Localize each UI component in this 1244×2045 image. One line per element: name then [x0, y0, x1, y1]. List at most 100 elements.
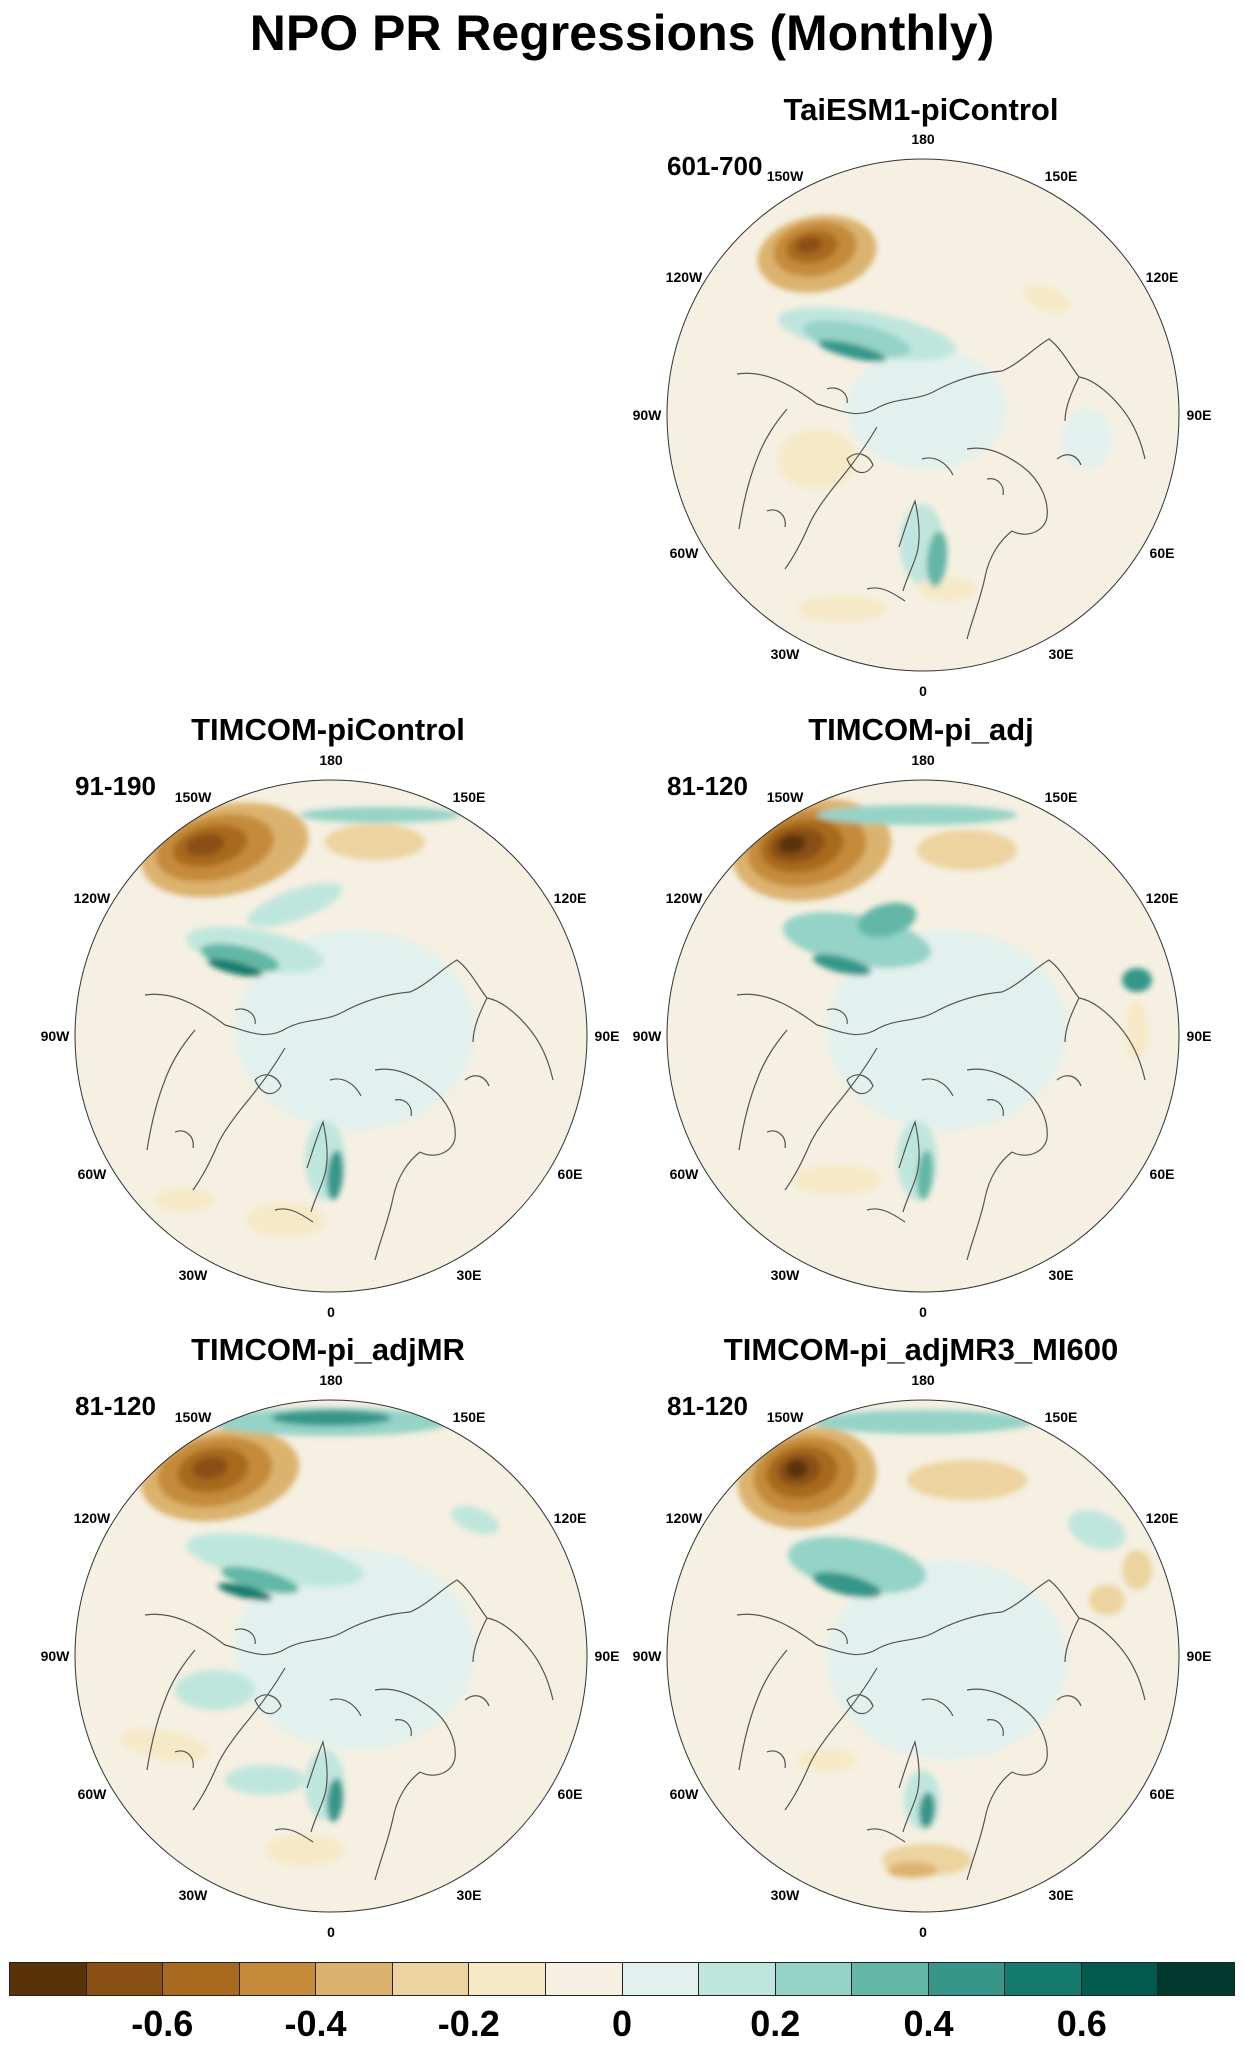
longitude-label: 90E: [594, 1028, 620, 1044]
longitude-label: 30W: [770, 1887, 800, 1904]
colorbar-swatch: #ecd39f: [392, 1963, 470, 1995]
colorbar-swatch: #bfe6dd: [699, 1963, 776, 1995]
longitude-label: 60E: [1149, 1786, 1175, 1802]
longitude-label: 150W: [766, 788, 804, 805]
longitude-label: 90E: [1186, 1028, 1212, 1044]
polar-map: [666, 779, 1180, 1293]
longitude-label: 60W: [77, 1786, 107, 1802]
colorbar-swatch: #dcb36e: [316, 1963, 393, 1995]
longitude-label: 120E: [553, 1510, 587, 1526]
longitude-label: 60E: [1149, 1166, 1175, 1182]
longitude-label: 180: [911, 1372, 935, 1388]
polar-map: [74, 779, 588, 1293]
colorbar-tick-label: 0.6: [1056, 2003, 1107, 2044]
longitude-label: 90W: [632, 407, 662, 423]
colorbar-swatch: #36968a: [928, 1963, 1006, 1995]
colorbar-swatch: #94d3c6: [775, 1963, 853, 1995]
longitude-label: 120W: [665, 1510, 703, 1526]
panel-title: TIMCOM-pi_adj: [808, 712, 1034, 747]
longitude-label: 60W: [77, 1166, 107, 1182]
longitude-label: 120W: [665, 890, 703, 906]
colorbar-swatch: #c58b3a: [239, 1963, 317, 1995]
longitude-label: 150E: [1044, 167, 1078, 184]
longitude-label: 150W: [766, 167, 804, 184]
panel-title: TaiESM1-piControl: [783, 92, 1059, 127]
longitude-label: 150E: [452, 788, 486, 805]
panel-period: 81-120: [667, 1391, 748, 1421]
longitude-label: 60E: [1149, 545, 1175, 561]
panel-period: 81-120: [667, 771, 748, 801]
longitude-label: 180: [911, 752, 935, 768]
longitude-label: 150W: [174, 1408, 212, 1425]
longitude-label: 0: [919, 683, 927, 699]
colorbar-tick-label: 0.4: [903, 2003, 954, 2044]
longitude-label: 120E: [1145, 1510, 1179, 1526]
longitude-label: 120E: [553, 890, 587, 906]
longitude-label: 30E: [456, 1887, 482, 1904]
longitude-label: 30E: [456, 1267, 482, 1284]
polar-map: [666, 158, 1180, 672]
polar-map: [74, 1399, 588, 1913]
colorbar-swatch: #01392f: [1158, 1963, 1234, 1995]
longitude-label: 30E: [1048, 1887, 1074, 1904]
longitude-label: 180: [911, 131, 935, 147]
longitude-label: 90W: [40, 1028, 70, 1044]
longitude-label: 60W: [669, 1166, 699, 1182]
longitude-label: 180: [319, 752, 343, 768]
colorbar-swatch: #8a4f12: [86, 1963, 164, 1995]
longitude-label: 0: [919, 1924, 927, 1940]
colorbar-swatch: #e2f1ee: [622, 1963, 700, 1995]
longitude-label: 150W: [174, 788, 212, 805]
longitude-label: 90W: [632, 1028, 662, 1044]
panel-period: 601-700: [667, 151, 763, 181]
colorbar-swatch: #5a3208: [10, 1963, 87, 1995]
longitude-label: 90W: [40, 1648, 70, 1664]
polar-map: [666, 1399, 1180, 1913]
longitude-label: 90E: [594, 1648, 620, 1664]
longitude-label: 120W: [665, 269, 703, 285]
longitude-label: 150E: [452, 1408, 486, 1425]
longitude-label: 0: [919, 1304, 927, 1320]
longitude-label: 90E: [1186, 1648, 1212, 1664]
colorbar: #5a3208#8a4f12#a86a1f#c58b3a#dcb36e#ecd3…: [9, 1962, 1235, 1996]
panel-title: TIMCOM-piControl: [191, 712, 465, 747]
longitude-label: 150E: [1044, 788, 1078, 805]
colorbar-swatch: #a86a1f: [163, 1963, 240, 1995]
longitude-label: 30W: [770, 1267, 800, 1284]
colorbar-tick-label: -0.2: [437, 2003, 500, 2044]
longitude-label: 30W: [178, 1267, 208, 1284]
colorbar-tick-label: -0.4: [284, 2003, 347, 2044]
longitude-label: 0: [327, 1924, 335, 1940]
panel-title: TIMCOM-pi_adjMR: [191, 1332, 465, 1367]
longitude-label: 0: [327, 1304, 335, 1320]
longitude-label: 30E: [1048, 1267, 1074, 1284]
colorbar-swatch: #035a4e: [1081, 1963, 1159, 1995]
longitude-label: 60E: [557, 1166, 583, 1182]
longitude-label: 150W: [766, 1408, 804, 1425]
longitude-label: 120W: [73, 890, 111, 906]
longitude-label: 60E: [557, 1786, 583, 1802]
longitude-label: 60W: [669, 545, 699, 561]
longitude-label: 120W: [73, 1510, 111, 1526]
figure-title: NPO PR Regressions (Monthly): [249, 5, 995, 61]
longitude-label: 90E: [1186, 407, 1212, 423]
longitude-label: 30W: [770, 646, 800, 663]
longitude-label: 150E: [1044, 1408, 1078, 1425]
panel-period: 81-120: [75, 1391, 156, 1421]
panel-period: 91-190: [75, 771, 156, 801]
longitude-label: 30E: [1048, 646, 1074, 663]
colorbar-swatch: #62b7a6: [852, 1963, 929, 1995]
longitude-label: 120E: [1145, 890, 1179, 906]
colorbar-swatch: #f6e9c8: [469, 1963, 546, 1995]
colorbar-swatch: #137a6d: [1005, 1963, 1082, 1995]
longitude-label: 120E: [1145, 269, 1179, 285]
panel-title: TIMCOM-pi_adjMR3_MI600: [723, 1332, 1119, 1367]
colorbar-tick-label: -0.6: [131, 2003, 194, 2044]
longitude-label: 90W: [632, 1648, 662, 1664]
longitude-label: 30W: [178, 1887, 208, 1904]
longitude-label: 180: [319, 1372, 343, 1388]
colorbar-swatch: #f5f0e2: [545, 1963, 623, 1995]
colorbar-tick-label: 0.2: [750, 2003, 801, 2044]
longitude-label: 60W: [669, 1786, 699, 1802]
colorbar-tick-label: 0: [611, 2003, 633, 2044]
